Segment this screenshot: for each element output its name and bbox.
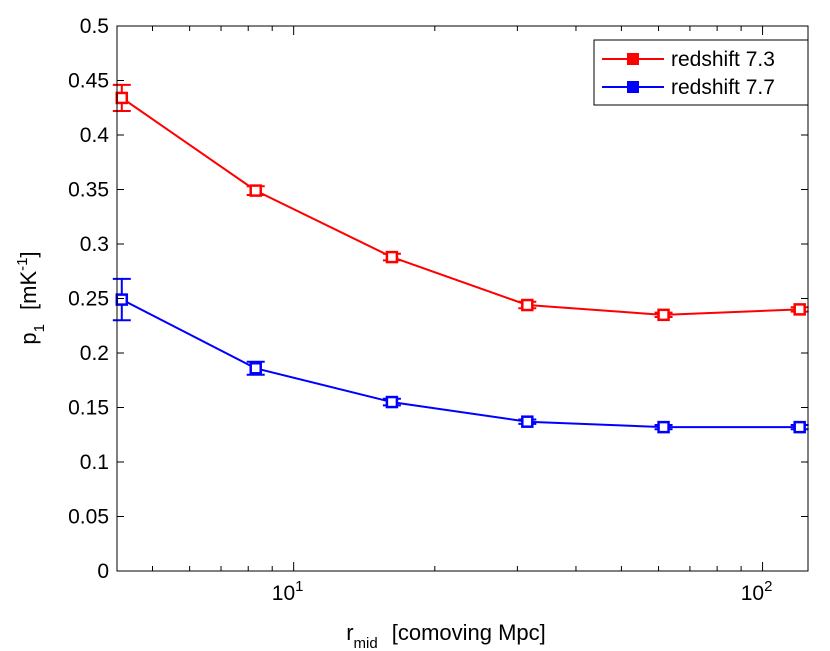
data-point: [249, 362, 262, 375]
y-tick-label: 0.1: [80, 451, 109, 474]
series-line: [121, 298, 800, 429]
y-tick-label: 0.4: [80, 124, 110, 147]
x-tick-label: 102: [741, 578, 773, 605]
x-tick-label: 101: [272, 578, 304, 605]
legend-box: [593, 39, 809, 106]
data-point: [657, 308, 670, 322]
series-redshift-7-3: [112, 83, 809, 322]
data-point: [521, 298, 534, 312]
x-axis-label: rmid [comoving Mpc]: [346, 620, 546, 651]
data-point: [521, 415, 534, 428]
y-tick-label: 0.2: [80, 342, 109, 365]
legend-marker-redshift-7-3: [627, 53, 639, 65]
data-point: [115, 91, 129, 105]
series-line: [121, 97, 800, 316]
y-tick-label: 0.25: [68, 288, 109, 311]
data-point: [793, 420, 806, 434]
y-tick-label: 0.5: [80, 15, 109, 38]
data-point: [249, 184, 262, 197]
legend-label-redshift-7-7: redshift 7.7: [671, 76, 775, 99]
data-point: [657, 420, 670, 434]
plot-layer: [112, 83, 809, 434]
data-point: [385, 250, 399, 264]
legend-label-redshift-7-3: redshift 7.3: [671, 48, 775, 71]
y-tick-label: 0.35: [68, 179, 109, 202]
y-tick-label: 0.3: [80, 233, 109, 256]
y-tick-label: 0.45: [68, 70, 109, 93]
y-tick-label: 0.15: [68, 397, 109, 420]
legend-marker-redshift-7-7: [627, 81, 639, 93]
legend: redshift 7.3 redshift 7.7: [593, 39, 809, 106]
data-point: [115, 293, 129, 306]
y-tick-label: 0: [97, 560, 109, 583]
y-tick-label: 0.05: [68, 506, 109, 529]
data-point: [793, 303, 806, 316]
axes-layer: 0 0.05 0.1 0.15 0.2 0.25 0.3 0.35 0.4 0.45 0.5 101 1…: [68, 15, 809, 605]
series-redshift-7-7: [112, 277, 809, 434]
data-point: [385, 395, 399, 409]
y-axis-label: p1[mK-1]: [14, 251, 48, 344]
